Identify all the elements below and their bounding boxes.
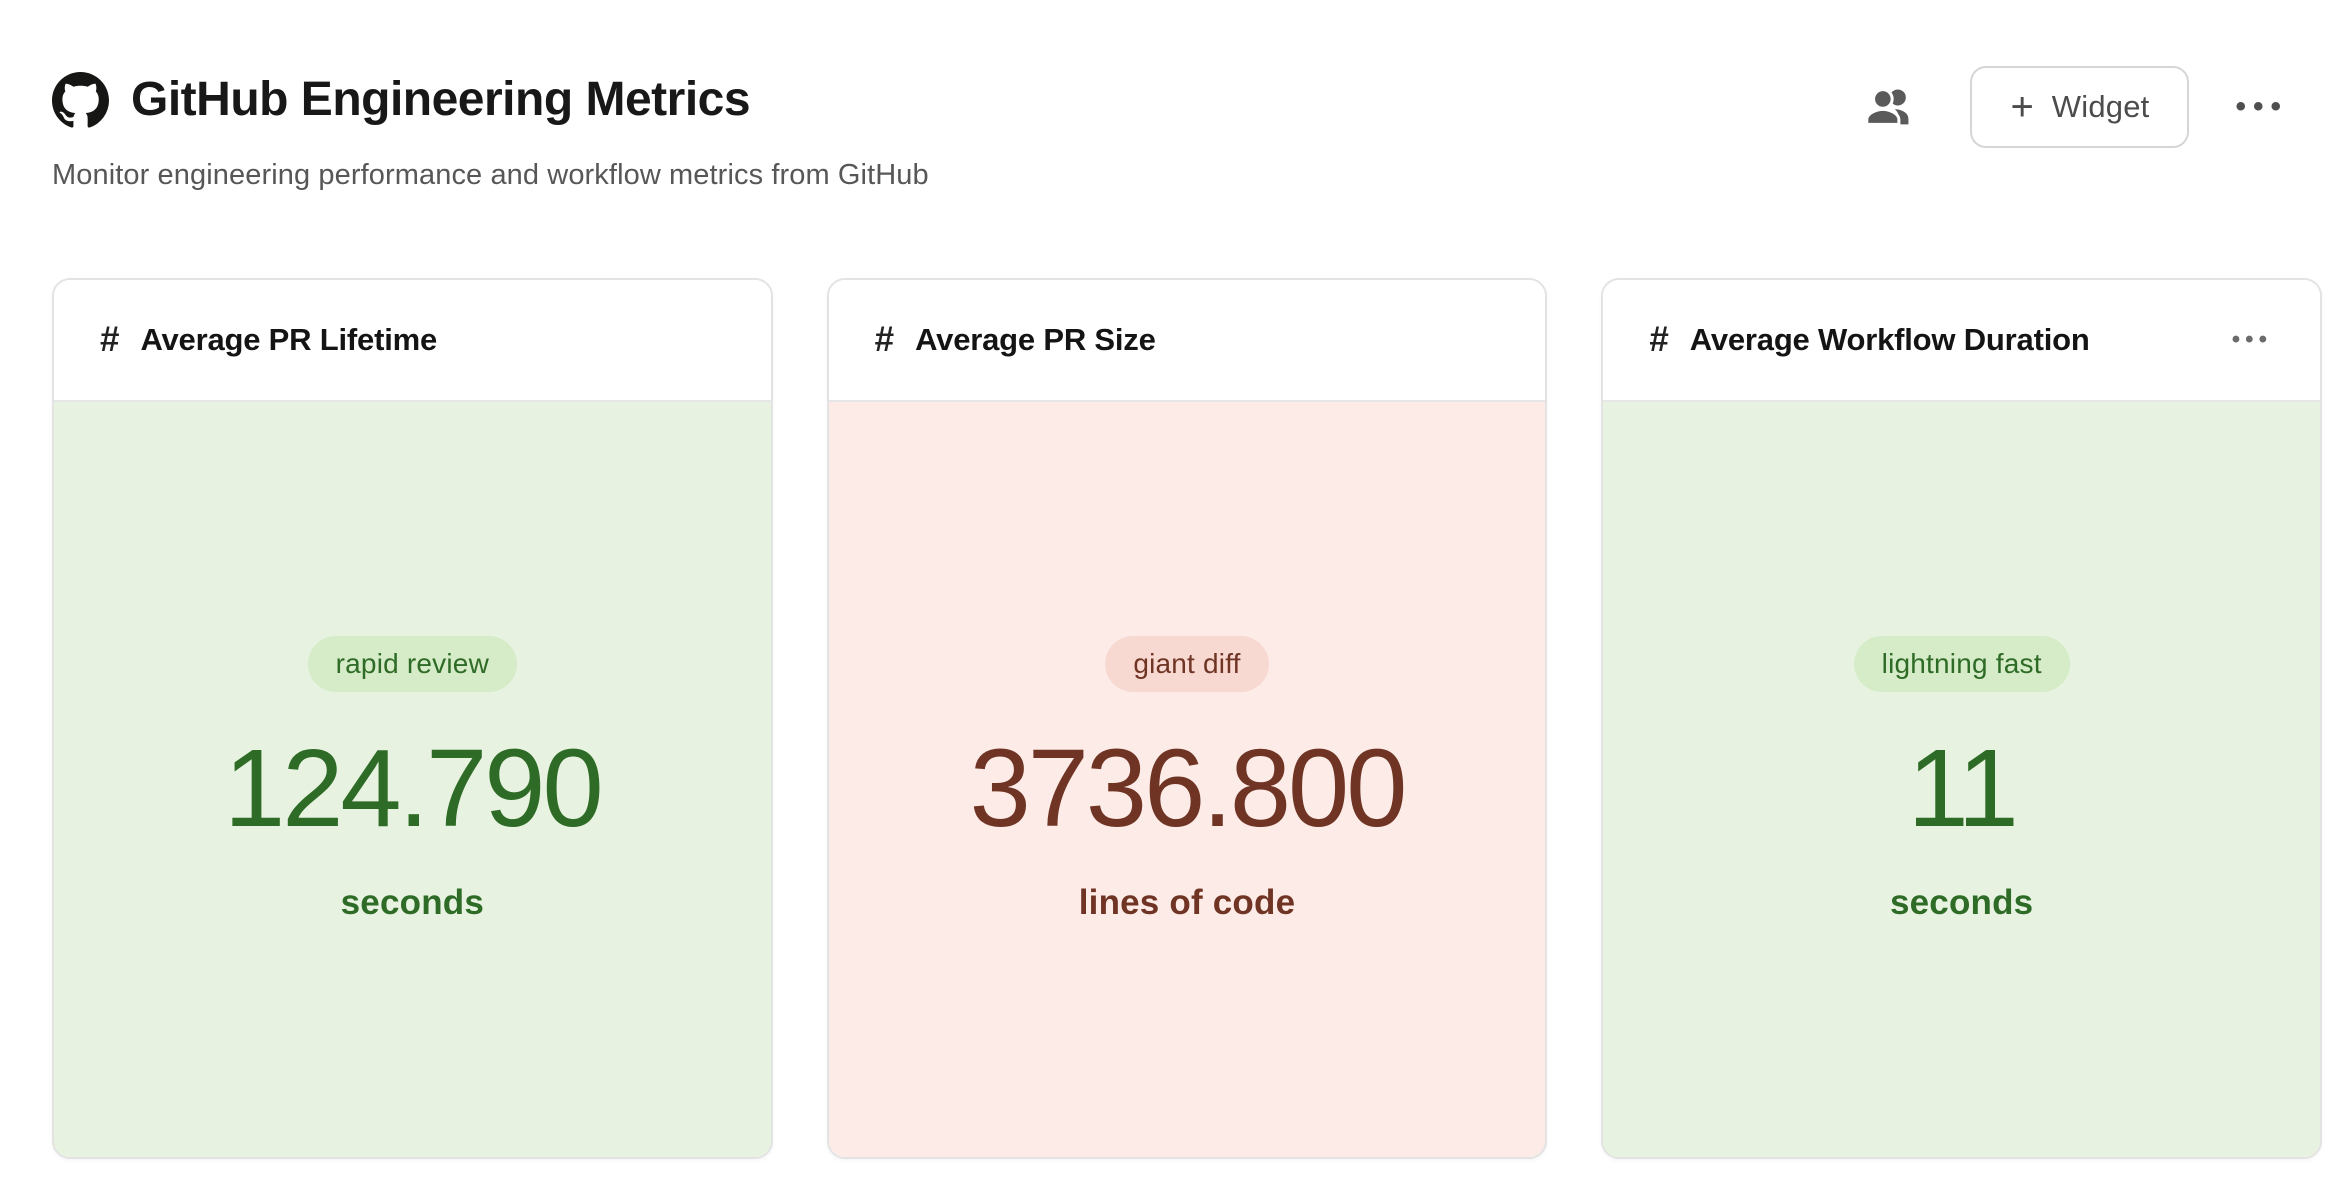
github-logo-icon — [52, 72, 109, 129]
add-widget-label: Widget — [2052, 89, 2150, 125]
metric-unit: seconds — [341, 883, 484, 923]
metric-value: 124.790 — [224, 720, 601, 858]
card-title: Average Workflow Duration — [1690, 322, 2090, 358]
status-badge: rapid review — [308, 636, 517, 692]
card-header: # Average Workflow Duration ••• — [1603, 280, 2320, 402]
members-button[interactable] — [1856, 77, 1924, 137]
card-header: # Average PR Size — [829, 280, 1546, 402]
hash-icon: # — [875, 320, 894, 360]
metric-value: 3736.800 — [970, 720, 1405, 858]
card-title: Average PR Size — [915, 322, 1156, 358]
metric-cards-grid: # Average PR Lifetime rapid review 124.7… — [0, 278, 2338, 1159]
card-more-options-button[interactable]: ••• — [2230, 318, 2274, 362]
card-title: Average PR Lifetime — [140, 322, 437, 358]
dashboard-header: GitHub Engineering Metrics Monitor engin… — [0, 0, 2338, 192]
metric-unit: lines of code — [1079, 883, 1296, 923]
card-body: giant diff 3736.800 lines of code — [829, 402, 1546, 1157]
dashboard-more-options-button[interactable]: ••• — [2231, 80, 2292, 134]
card-body: rapid review 124.790 seconds — [54, 402, 771, 1157]
metric-card-workflow-duration: # Average Workflow Duration ••• lightnin… — [1601, 278, 2322, 1159]
card-body: lightning fast 11 seconds — [1603, 402, 2320, 1157]
people-icon — [1864, 85, 1916, 129]
status-badge: giant diff — [1105, 636, 1268, 692]
metric-value: 11 — [1908, 720, 2016, 858]
page-title: GitHub Engineering Metrics — [131, 74, 750, 127]
metric-card-pr-size: # Average PR Size giant diff 3736.800 li… — [827, 278, 1548, 1159]
hash-icon: # — [100, 320, 119, 360]
title-row: GitHub Engineering Metrics — [52, 72, 929, 129]
header-title-block: GitHub Engineering Metrics Monitor engin… — [52, 72, 929, 192]
header-controls: + Widget ••• — [1856, 66, 2292, 148]
ellipsis-icon: ••• — [2235, 90, 2288, 123]
plus-icon: + — [2010, 87, 2033, 127]
metric-unit: seconds — [1890, 883, 2033, 923]
ellipsis-icon: ••• — [2232, 326, 2272, 353]
page-subtitle: Monitor engineering performance and work… — [52, 159, 929, 192]
card-header: # Average PR Lifetime — [54, 280, 771, 402]
add-widget-button[interactable]: + Widget — [1970, 66, 2189, 148]
metric-card-pr-lifetime: # Average PR Lifetime rapid review 124.7… — [52, 278, 773, 1159]
hash-icon: # — [1649, 320, 1668, 360]
status-badge: lightning fast — [1854, 636, 2070, 692]
